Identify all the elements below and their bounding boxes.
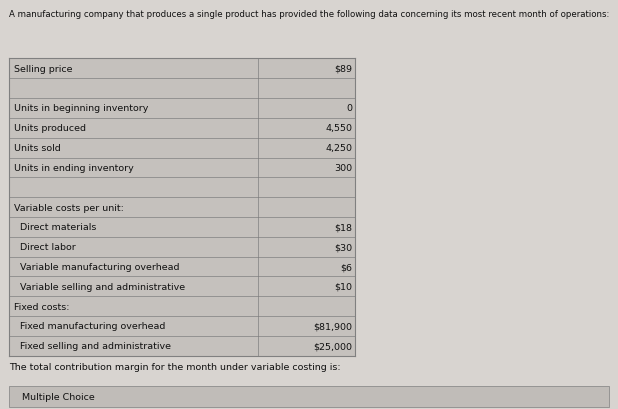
Text: 0: 0 (346, 104, 352, 113)
Text: Units sold: Units sold (14, 144, 61, 153)
Text: Fixed manufacturing overhead: Fixed manufacturing overhead (14, 322, 165, 330)
Text: Direct labor: Direct labor (14, 243, 75, 252)
Text: Variable manufacturing overhead: Variable manufacturing overhead (14, 263, 179, 271)
Text: A manufacturing company that produces a single product has provided the followin: A manufacturing company that produces a … (9, 10, 609, 19)
Text: Fixed selling and administrative: Fixed selling and administrative (14, 342, 171, 351)
Text: $6: $6 (341, 263, 352, 271)
Text: Units produced: Units produced (14, 124, 86, 133)
Text: $25,000: $25,000 (313, 342, 352, 351)
Text: Variable selling and administrative: Variable selling and administrative (14, 282, 185, 291)
Text: 300: 300 (334, 164, 352, 173)
Text: 4,250: 4,250 (325, 144, 352, 153)
Text: $30: $30 (334, 243, 352, 252)
Text: Selling price: Selling price (14, 65, 72, 74)
Text: $10: $10 (334, 282, 352, 291)
Text: Direct materials: Direct materials (14, 223, 96, 232)
Text: $18: $18 (334, 223, 352, 232)
Text: $81,900: $81,900 (313, 322, 352, 330)
Text: Fixed costs:: Fixed costs: (14, 302, 69, 311)
Text: Variable costs per unit:: Variable costs per unit: (14, 203, 124, 212)
Text: Units in ending inventory: Units in ending inventory (14, 164, 133, 173)
Text: 4,550: 4,550 (325, 124, 352, 133)
Text: Units in beginning inventory: Units in beginning inventory (14, 104, 148, 113)
Text: The total contribution margin for the month under variable costing is:: The total contribution margin for the mo… (9, 362, 341, 371)
Text: $89: $89 (334, 65, 352, 74)
Text: Multiple Choice: Multiple Choice (22, 392, 95, 401)
Bar (9, 387, 609, 407)
